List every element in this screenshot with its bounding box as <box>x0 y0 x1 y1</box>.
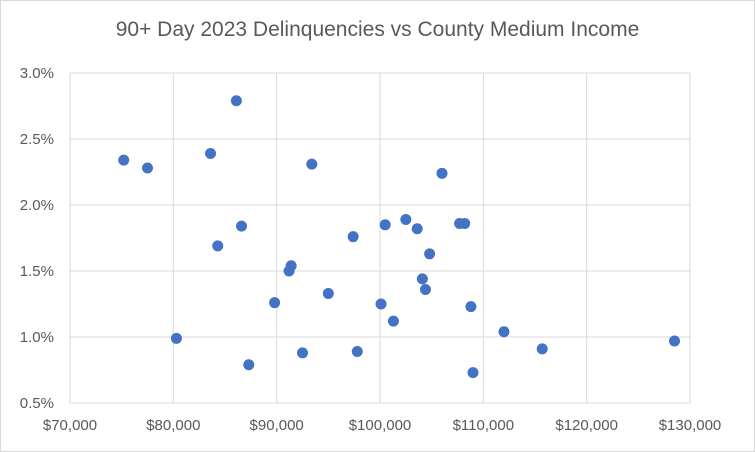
data-point <box>269 297 281 309</box>
data-point <box>118 154 130 166</box>
x-tick-label: $80,000 <box>146 417 200 434</box>
y-tick-label: 2.0% <box>20 197 54 214</box>
data-point <box>170 332 182 344</box>
data-point <box>142 162 153 174</box>
y-tick-label: 2.5% <box>20 131 54 148</box>
data-point <box>411 223 423 235</box>
data-point <box>467 367 479 379</box>
data-point <box>400 214 412 226</box>
data-point <box>285 260 297 272</box>
data-point <box>236 220 248 232</box>
x-tick-label: $90,000 <box>250 417 304 434</box>
data-point <box>306 158 318 170</box>
data-point <box>387 315 399 327</box>
grid-lines <box>69 72 691 404</box>
data-point <box>205 148 217 160</box>
x-tick-label: $70,000 <box>43 417 97 434</box>
x-axis-tick-labels: $70,000 $80,000 $90,000 $100,000 $110,000 $12… <box>43 417 721 434</box>
x-tick-label: $110,000 <box>453 417 514 434</box>
data-point <box>230 95 242 107</box>
data-point <box>465 301 477 313</box>
data-point <box>379 219 391 231</box>
data-point <box>351 346 363 358</box>
data-point <box>419 283 431 295</box>
data-point <box>322 287 334 299</box>
data-point <box>436 167 448 179</box>
y-axis-tick-labels: 0.5% 1.0% 1.5% 2.0% 2.5% 3.0% <box>20 65 54 412</box>
y-tick-label: 0.5% <box>20 395 54 412</box>
data-point <box>498 326 510 338</box>
x-tick-label: $130,000 <box>659 417 722 434</box>
data-point <box>212 240 224 252</box>
y-tick-label: 3.0% <box>20 65 54 82</box>
data-point <box>536 343 548 355</box>
data-point <box>669 335 680 347</box>
x-tick-label: $120,000 <box>555 417 618 434</box>
data-point <box>416 273 428 285</box>
data-point <box>375 298 387 310</box>
data-point <box>297 347 308 359</box>
y-tick-label: 1.5% <box>20 263 54 280</box>
data-point <box>459 217 471 229</box>
chart-title: 90+ Day 2023 Delinquencies vs County Med… <box>115 18 640 41</box>
data-point <box>347 231 359 243</box>
y-tick-label: 1.0% <box>20 329 54 346</box>
data-point <box>424 248 436 260</box>
x-tick-label: $100,000 <box>349 417 412 434</box>
data-point <box>243 359 255 371</box>
data-points <box>118 95 680 379</box>
